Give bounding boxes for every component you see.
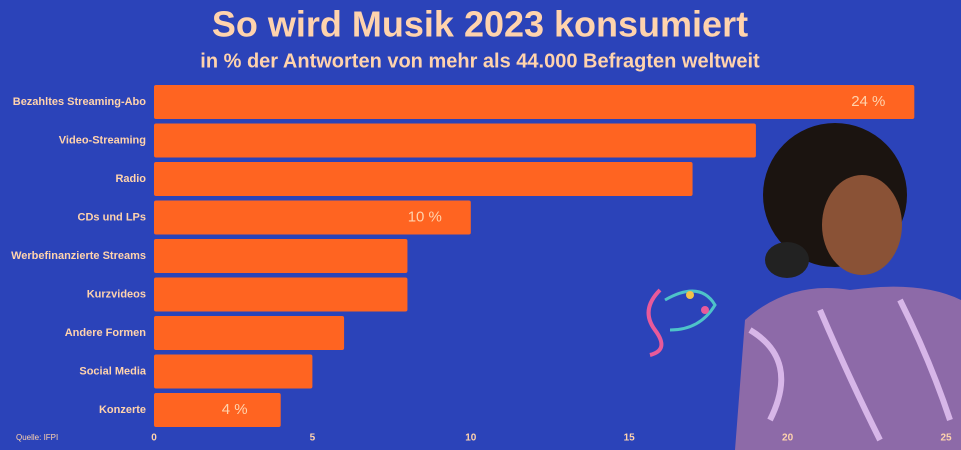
- y-tick-label: CDs und LPs: [78, 211, 146, 223]
- x-tick-label: 25: [940, 433, 952, 444]
- source: Quelle: IFPI: [16, 433, 58, 442]
- y-tick-label: Video-Streaming: [59, 134, 146, 146]
- value-label: 24 %: [851, 93, 885, 110]
- bar: [154, 393, 281, 427]
- y-tick-label: Andere Formen: [65, 327, 147, 339]
- chart-title: So wird Musik 2023 konsumiert: [212, 4, 748, 45]
- x-tick-label: 0: [151, 433, 157, 444]
- x-tick-label: 15: [624, 433, 636, 444]
- bar: [154, 200, 471, 235]
- y-tick-label: Konzerte: [99, 404, 146, 416]
- bar: [154, 277, 408, 312]
- y-tick-label: Kurzvideos: [87, 288, 146, 300]
- y-tick-label: Werbefinanzierte Streams: [11, 250, 146, 262]
- bar: [154, 354, 313, 389]
- chart-subtitle: in % der Antworten von mehr als 44.000 B…: [200, 50, 760, 72]
- value-label: 10 %: [408, 208, 442, 225]
- y-tick-label: Bezahltes Streaming-Abo: [13, 96, 147, 108]
- bar: [154, 239, 408, 273]
- value-label: 4 %: [222, 401, 248, 418]
- bar: [154, 123, 756, 158]
- x-tick-label: 5: [310, 433, 316, 444]
- bar: [154, 162, 693, 196]
- x-tick-label: 20: [782, 433, 794, 444]
- decoration: [646, 123, 961, 450]
- bar: [154, 316, 345, 350]
- x-tick-label: 10: [465, 433, 477, 444]
- y-tick-label: Social Media: [79, 365, 147, 377]
- bar: [154, 85, 915, 119]
- y-tick-label: Radio: [115, 173, 146, 185]
